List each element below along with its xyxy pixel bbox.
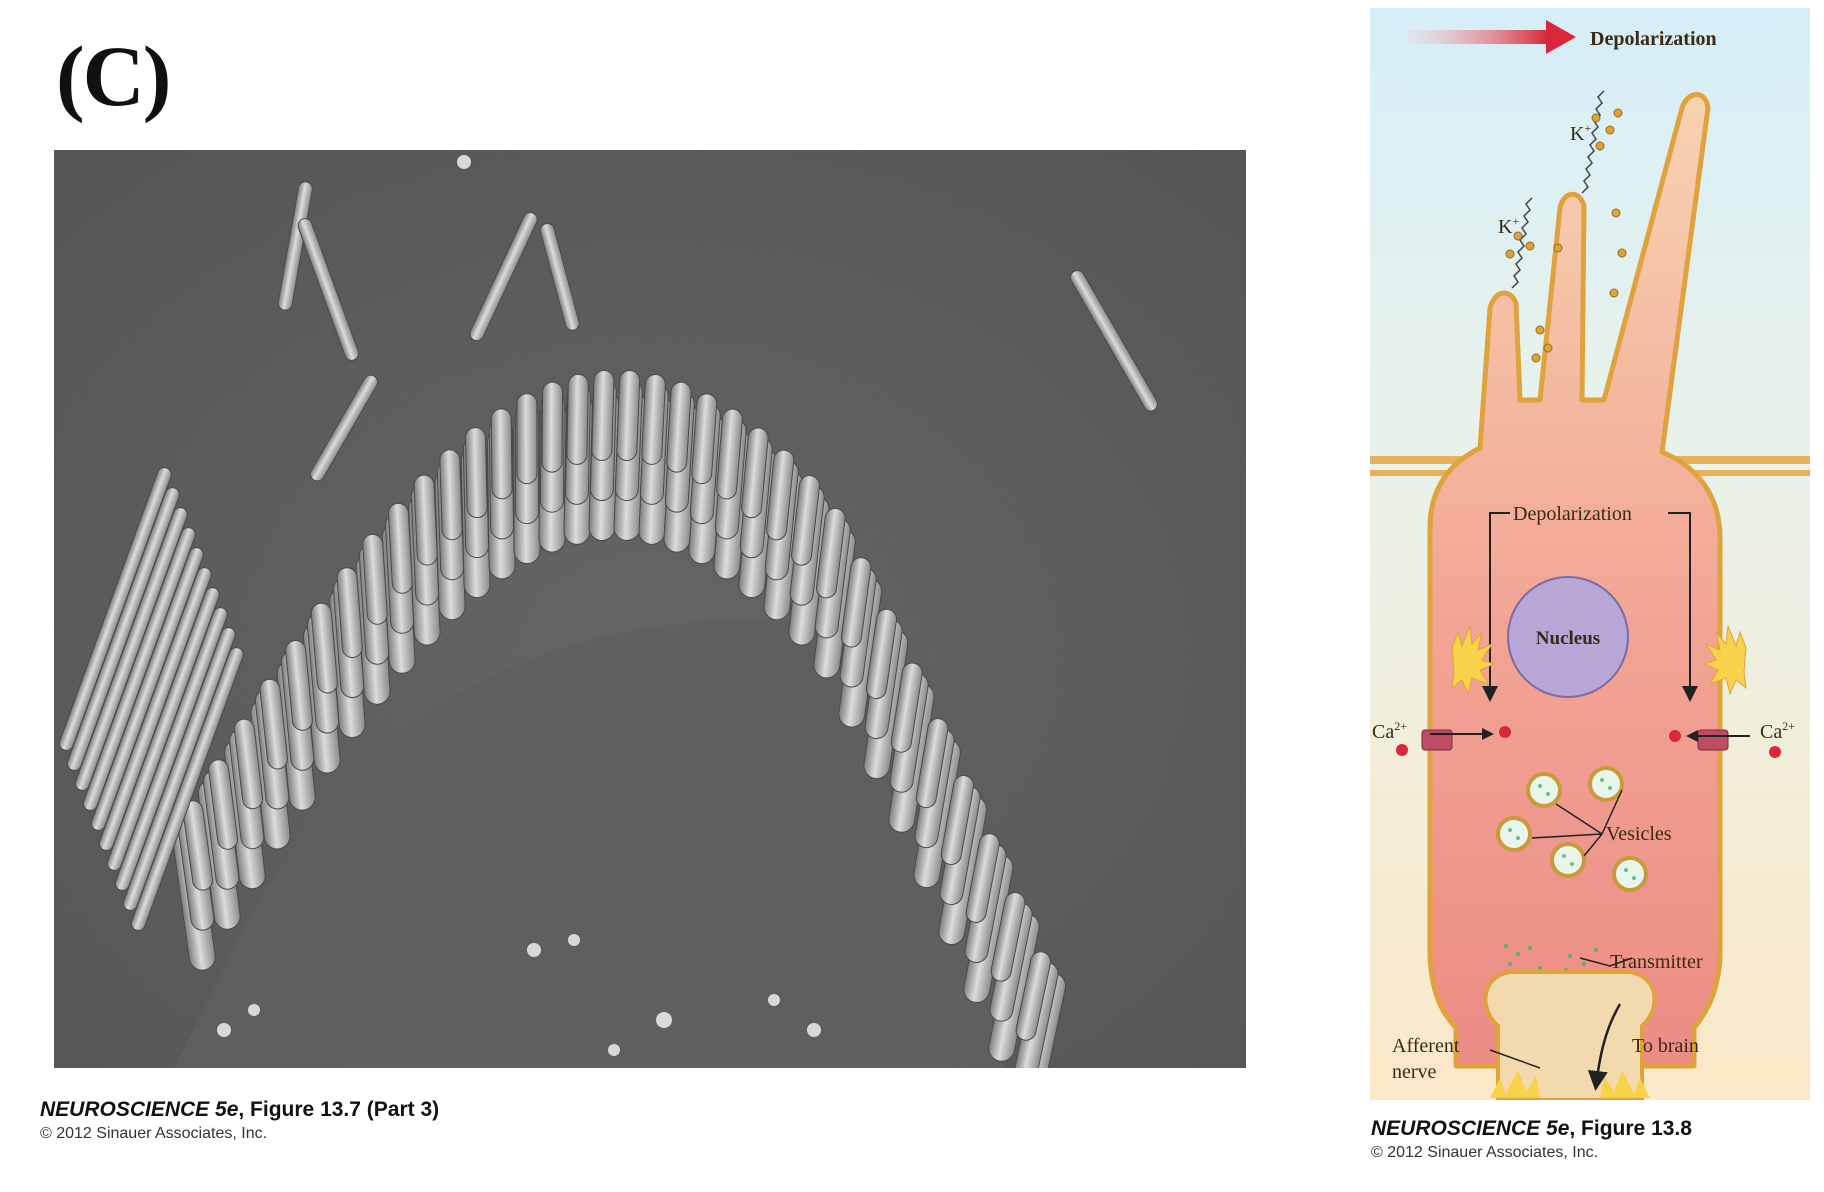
to-brain-label: To brain (1632, 1035, 1699, 1057)
depolarization-direction-arrow (1408, 20, 1576, 54)
sem-micrograph-stereocilia (54, 150, 1246, 1068)
afferent-nerve-label-line2: nerve (1392, 1061, 1437, 1083)
stereocilium (591, 370, 615, 461)
stereocilium (791, 475, 820, 566)
stereocilium (439, 449, 463, 541)
stereocilium (310, 602, 338, 694)
transmitter-label: Transmitter (1610, 951, 1703, 973)
stereocilium (815, 507, 846, 599)
hair-cell-diagram: Depolarization K+ K+ Depolarization Nucl… (1370, 8, 1810, 1102)
nucleus-label: Nucleus (1536, 628, 1600, 649)
right-caption-book: NEUROSCIENCE 5e (1371, 1117, 1570, 1140)
stereocilium (1015, 951, 1052, 1041)
stereocilium (413, 474, 438, 566)
panel-label: (C) (56, 28, 171, 124)
stereocilium (865, 608, 898, 700)
synaptic-vesicles (1496, 766, 1648, 892)
left-caption-book: NEUROSCIENCE 5e (40, 1098, 239, 1121)
stereocilium (641, 373, 666, 465)
ca-ion-label-left: Ca2+ (1372, 719, 1407, 743)
stereocilium (766, 449, 795, 541)
stereocilium (464, 427, 488, 519)
stereocilium (965, 833, 1000, 923)
stereocilium (539, 223, 580, 331)
stereocilium (182, 800, 214, 891)
stereocilium (130, 647, 244, 931)
stereocilium (387, 502, 413, 594)
stereocilium (990, 892, 1026, 982)
left-caption-figure: , Figure 13.7 (Part 3) (238, 1098, 440, 1121)
stereocilium (362, 533, 388, 625)
stereocilium (516, 393, 538, 485)
stereocilium (691, 393, 718, 485)
stereocilium (915, 718, 949, 809)
stereocilium (541, 381, 564, 473)
stereocilium (208, 759, 239, 850)
stereocilium (940, 775, 975, 865)
stereocilium (469, 211, 538, 342)
nucleus (1507, 576, 1629, 698)
stereocilium (666, 381, 692, 473)
k-ion-label-right: K+ (1570, 121, 1591, 145)
stereocilium (310, 374, 378, 482)
afferent-nerve-terminal (1483, 970, 1657, 1102)
stereocilium (297, 218, 360, 361)
internal-depolarization-label: Depolarization (1513, 503, 1632, 525)
k-ion-label-left: K+ (1498, 214, 1519, 238)
stereocilium (716, 408, 743, 500)
vesicles-label: Vesicles (1606, 823, 1672, 845)
right-caption-figure: , Figure 13.8 (1569, 1117, 1692, 1140)
stereocilium (566, 373, 589, 465)
right-caption-copyright: © 2012 Sinauer Associates, Inc. (1371, 1144, 1599, 1161)
stereocilium (277, 181, 313, 311)
stereocilium (616, 370, 641, 461)
top-depolarization-label: Depolarization (1590, 28, 1717, 50)
left-caption-copyright: © 2012 Sinauer Associates, Inc. (40, 1125, 268, 1142)
right-figure-caption: NEUROSCIENCE 5e, Figure 13.8 © 2012 Sina… (1371, 1117, 1692, 1162)
stereocilium (741, 427, 769, 519)
left-figure-caption: NEUROSCIENCE 5e, Figure 13.7 (Part 3) © … (40, 1098, 439, 1143)
stereocilium (259, 678, 288, 770)
stereocilium (490, 408, 513, 500)
ca-ion-label-right: Ca2+ (1760, 719, 1795, 743)
stereocilium (233, 718, 264, 810)
stereocilium (285, 640, 313, 731)
stereocilium (1070, 269, 1158, 412)
stereocilium (890, 662, 923, 753)
stereocilium (840, 557, 872, 648)
afferent-nerve-label-line1: Afferent (1392, 1035, 1460, 1057)
stereocilium (336, 567, 363, 659)
